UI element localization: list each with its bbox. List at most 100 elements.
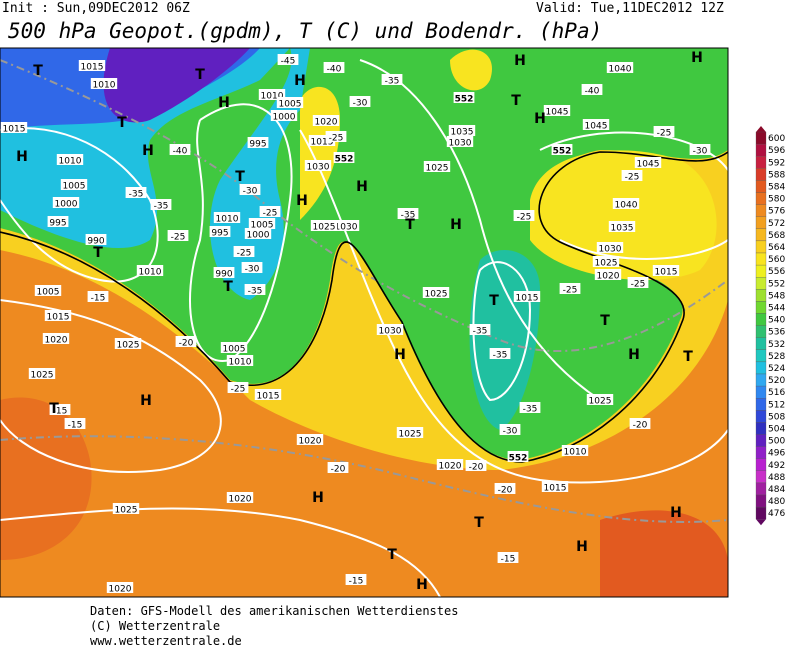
temperature-label-box: [559, 283, 581, 294]
temperature-label-box: [277, 54, 299, 65]
colorbar-cell: [755, 325, 767, 338]
temperature-label-box: [169, 144, 191, 155]
temperature-label: -25: [625, 173, 640, 183]
colorbar-cell: [755, 192, 767, 205]
isobar-label: 1015: [3, 125, 26, 135]
isobar-label-box: [213, 212, 241, 223]
isobar-label-box: [592, 256, 620, 267]
isobar-label: 1010: [93, 81, 116, 91]
footer-url: www.wetterzentrale.de: [90, 634, 242, 648]
colorbar-label: 488: [768, 473, 785, 483]
colorbar-cell: [755, 289, 767, 302]
isobar-label-box: [448, 125, 476, 136]
isobar-label-box: [226, 492, 254, 503]
pressure-center: H: [394, 347, 406, 363]
temperature-label-box: [244, 284, 266, 295]
isobar-label-box: [60, 179, 88, 190]
temperature-label: -25: [237, 249, 252, 259]
isobar-label-box: [47, 216, 69, 227]
isobar-label: 1030: [335, 223, 358, 233]
temperature-label: -30: [245, 265, 260, 275]
temperature-label: -25: [631, 280, 646, 290]
colorbar-cell: [755, 180, 767, 193]
isobar-label: 1025: [31, 371, 54, 381]
temperature-label: -20: [331, 465, 346, 475]
temperature-label-box: [323, 62, 345, 73]
isobar-label: 1000: [55, 200, 78, 210]
colorbar-cell: [755, 143, 767, 157]
isobar-label: 1030: [599, 245, 622, 255]
isobar-label: 1015: [81, 63, 104, 73]
pressure-center: H: [670, 505, 682, 521]
temperature-label-box: [150, 199, 172, 210]
temperature-label: -35: [129, 190, 144, 200]
isobar-label-box: [85, 234, 107, 245]
isobar-label: 1000: [273, 113, 296, 123]
isobar-label: 1020: [299, 437, 322, 447]
colorbar-cell: [755, 216, 767, 229]
isobar-label-box: [422, 287, 450, 298]
isobar-label-box: [586, 394, 614, 405]
isobar-label-box: [209, 226, 231, 237]
colorbar-label: 540: [768, 316, 785, 326]
temperature-label: -20: [469, 463, 484, 473]
pressure-center: H: [416, 577, 428, 593]
colorbar-label: 504: [768, 424, 785, 434]
pressure-center: H: [16, 149, 28, 165]
temperature-label: -25: [517, 213, 532, 223]
isobar-label-box: [304, 160, 332, 171]
isobar-label-box: [612, 198, 640, 209]
colorbar-label: 492: [768, 461, 785, 471]
contour-label-box: [453, 92, 475, 103]
pressure-center: T: [474, 515, 484, 531]
colorbar-label: 600: [768, 134, 785, 144]
isobar-label-box: [296, 434, 324, 445]
isobar-label-box: [594, 269, 622, 280]
colorbar-label: 592: [768, 158, 785, 168]
colorbar-cell: [755, 446, 767, 459]
colorbar-label: 476: [768, 509, 785, 519]
contour-label-box: [551, 144, 573, 155]
isobar-label-box: [423, 161, 451, 172]
isobar-label-box: [78, 60, 106, 71]
isobar-label: 1020: [439, 462, 462, 472]
colorbar-cell: [755, 277, 767, 290]
temperature-label: -35: [385, 77, 400, 87]
contour-label: 552: [335, 155, 354, 165]
temperature-label-box: [581, 84, 603, 95]
colorbar-cell: [755, 168, 767, 181]
isobar-label: 1030: [449, 139, 472, 149]
isobar-label-box: [28, 368, 56, 379]
colorbar-cell: [755, 506, 767, 520]
isobar-label: 1020: [315, 118, 338, 128]
colorbar-label: 568: [768, 231, 785, 241]
colorbar-label: 596: [768, 146, 785, 156]
isobar-label-box: [258, 89, 286, 100]
colorbar-label: 532: [768, 340, 785, 350]
pressure-center: T: [93, 245, 103, 261]
isobar-label: 1025: [399, 430, 422, 440]
map-title: 500 hPa Geopot.(gpdm), T (C) und Bodendr…: [8, 19, 602, 43]
temperature-label: -15: [68, 421, 83, 431]
isobar-label: 1010: [261, 92, 284, 102]
temperature-label-box: [653, 126, 675, 137]
colorbar-label: 512: [768, 400, 785, 410]
temperature-label: -30: [353, 99, 368, 109]
colorbar-cell: [755, 398, 767, 411]
isobar-label-box: [213, 267, 235, 278]
isobar-label-box: [596, 242, 624, 253]
isobar-label-box: [112, 503, 140, 514]
pressure-center: H: [312, 490, 324, 506]
isobar-label: 1015: [516, 294, 539, 304]
temperature-label: -40: [173, 147, 188, 157]
colorbar-cell: [755, 131, 767, 145]
isobar-label-box: [606, 62, 634, 73]
temperature-label: -35: [473, 327, 488, 337]
pressure-center: H: [218, 95, 230, 111]
colorbar-label: 500: [768, 437, 785, 447]
isobar-label-box: [561, 445, 589, 456]
pressure-center: H: [514, 53, 526, 69]
isobar-label: 1030: [379, 327, 402, 337]
isobar-label-box: [276, 97, 304, 108]
